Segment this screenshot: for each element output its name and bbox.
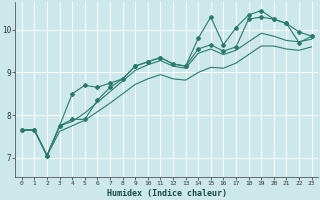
X-axis label: Humidex (Indice chaleur): Humidex (Indice chaleur) xyxy=(107,189,227,198)
